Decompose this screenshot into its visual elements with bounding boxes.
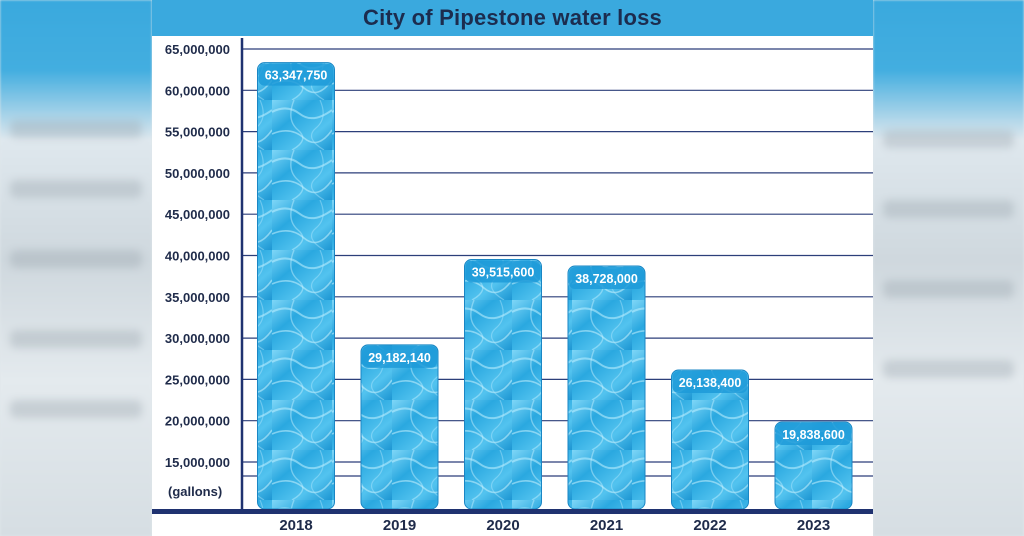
bar-2020: 39,515,600 — [464, 259, 542, 510]
y-tick-label: 50,000,000 — [165, 166, 230, 181]
y-tick-label: 20,000,000 — [165, 414, 230, 429]
blurred-background-right — [873, 0, 1024, 536]
data-label: 63,347,750 — [265, 69, 328, 83]
bar — [567, 265, 646, 510]
y-tick-label: 15,000,000 — [165, 455, 230, 470]
chart-card: City of Pipestone water loss 63,347,750 2… — [152, 0, 873, 536]
chart-title: City of Pipestone water loss — [362, 5, 662, 30]
y-tick-label: 65,000,000 — [165, 42, 230, 57]
data-label: 38,728,000 — [575, 272, 638, 286]
bar-label-band — [258, 63, 334, 86]
bar-2022: 26,138,400 — [671, 369, 749, 510]
data-label: 26,138,400 — [679, 376, 742, 390]
x-tick-label: 2018 — [279, 517, 312, 534]
x-axis-baseline — [152, 509, 873, 514]
y-tick-label: 55,000,000 — [165, 125, 230, 140]
bar-chart: 63,347,750 29,182,140 39,515,600 38,728,000… — [152, 38, 873, 534]
title-bar: City of Pipestone water loss — [152, 0, 873, 36]
y-tick-label: 60,000,000 — [165, 83, 230, 98]
bar-label-band — [569, 267, 644, 290]
bar-label-band — [776, 423, 851, 446]
x-tick-label: 2020 — [486, 517, 519, 534]
y-tick-label: 40,000,000 — [165, 249, 230, 264]
y-tick-label: 30,000,000 — [165, 331, 230, 346]
data-label: 39,515,600 — [472, 266, 535, 280]
bar — [464, 259, 542, 510]
bar-label-band — [672, 370, 748, 393]
bar-2021: 38,728,000 — [567, 265, 646, 510]
blurred-background-left — [0, 0, 152, 536]
bar — [360, 344, 439, 510]
x-tick-label: 2021 — [590, 517, 623, 534]
x-tick-label: 2019 — [383, 517, 416, 534]
data-label: 29,182,140 — [368, 351, 431, 365]
bar — [257, 62, 335, 510]
x-tick-label: 2022 — [693, 517, 726, 534]
bar-label-band — [362, 345, 437, 368]
x-tick-label: 2023 — [797, 517, 830, 534]
y-tick-label: 35,000,000 — [165, 290, 230, 305]
bar-label-band — [465, 260, 541, 283]
bar-2023: 19,838,600 — [774, 421, 853, 510]
bar-2018: 63,347,750 — [257, 62, 335, 510]
y-axis-unit-label: (gallons) — [168, 484, 223, 499]
y-tick-label: 25,000,000 — [165, 372, 230, 387]
y-tick-label: 45,000,000 — [165, 207, 230, 222]
bar-2019: 29,182,140 — [360, 344, 439, 510]
data-label: 19,838,600 — [782, 428, 845, 442]
